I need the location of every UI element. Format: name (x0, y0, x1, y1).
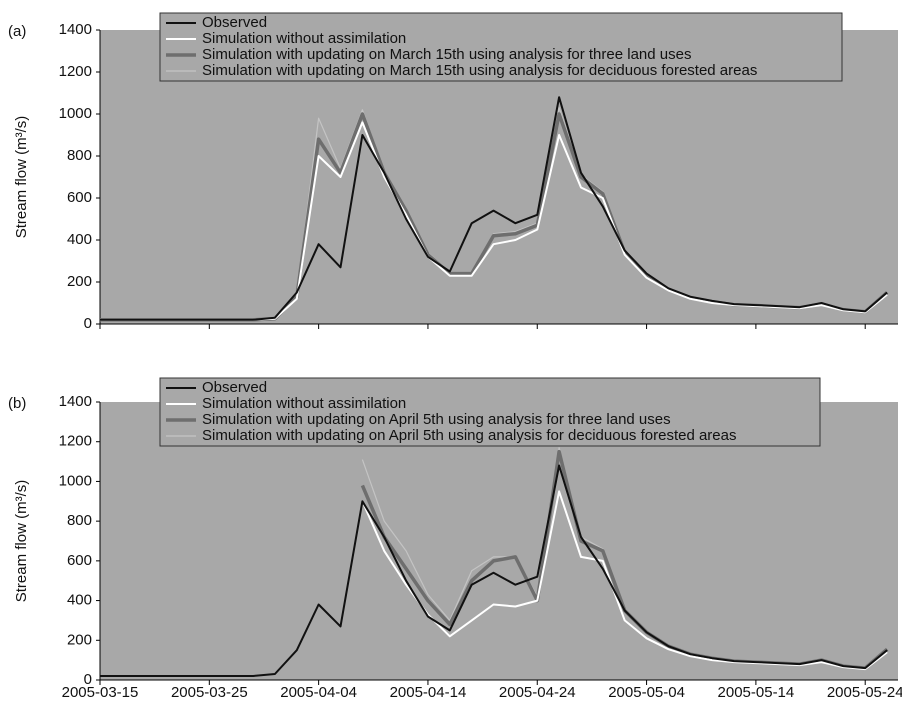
y-tick-label: 800 (67, 147, 92, 164)
y-tick-label: 400 (67, 231, 92, 248)
legend-label: Simulation with updating on March 15th u… (202, 62, 757, 79)
series-line (100, 464, 888, 677)
y-tick-label: 1400 (59, 393, 92, 410)
x-tick-label: 2005-04-24 (499, 684, 576, 701)
legend-label: Simulation without assimilation (202, 30, 406, 47)
x-tick-label: 2005-03-15 (62, 684, 139, 701)
x-tick-label: 2005-05-14 (718, 684, 795, 701)
y-tick-label: 600 (67, 552, 92, 569)
y-tick-label: 1000 (59, 472, 92, 489)
x-tick-label: 2005-04-14 (390, 684, 467, 701)
y-tick-label: 1200 (59, 433, 92, 450)
legend-box (159, 12, 843, 82)
panel-label: (a) (8, 23, 26, 40)
y-tick-label: 800 (67, 512, 92, 529)
plot-area (100, 402, 898, 680)
y-axis-label: Stream flow (m³/s) (13, 480, 30, 603)
x-tick-label: 2005-04-04 (280, 684, 357, 701)
y-tick-label: 0 (84, 671, 92, 688)
y-tick-label: 0 (84, 315, 92, 332)
y-tick-label: 200 (67, 631, 92, 648)
legend-label: Observed (202, 14, 267, 31)
x-tick-label: 2005-03-25 (171, 684, 248, 701)
legend-label: Simulation with updating on April 5th us… (202, 411, 671, 428)
series-line (361, 490, 888, 671)
x-tick-label: 2005-05-24 (827, 684, 902, 701)
y-tick-label: 1000 (59, 105, 92, 122)
y-tick-label: 400 (67, 592, 92, 609)
legend-label: Observed (202, 379, 267, 396)
y-tick-label: 1200 (59, 63, 92, 80)
series-line (100, 96, 888, 321)
legend-box (159, 377, 821, 447)
legend-label: Simulation with updating on March 15th u… (202, 46, 691, 63)
panel-label: (b) (8, 395, 26, 412)
y-tick-label: 1400 (59, 21, 92, 38)
legend-label: Simulation without assimilation (202, 395, 406, 412)
y-tick-label: 600 (67, 189, 92, 206)
y-axis-label: Stream flow (m³/s) (13, 116, 30, 239)
y-tick-label: 200 (67, 273, 92, 290)
x-tick-label: 2005-05-04 (608, 684, 685, 701)
legend-label: Simulation with updating on April 5th us… (202, 427, 737, 444)
